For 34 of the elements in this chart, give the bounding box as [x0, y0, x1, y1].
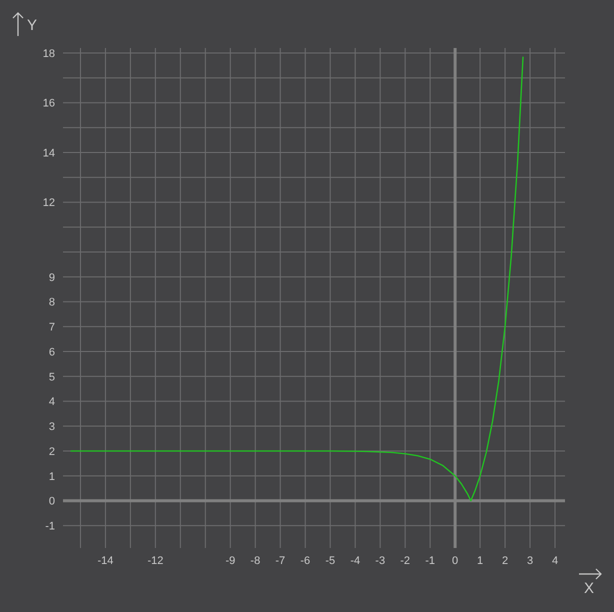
- y-tick-label: 18: [42, 48, 55, 60]
- x-tick-label: -6: [300, 554, 310, 567]
- y-tick-label: 4: [48, 396, 55, 408]
- y-tick-label: 3: [48, 421, 55, 434]
- x-tick-label: -1: [425, 554, 436, 567]
- x-tick-label: -5: [325, 554, 336, 567]
- x-tick-label: 2: [502, 554, 508, 567]
- y-tick-label: 14: [42, 147, 55, 160]
- x-tick-label: -4: [350, 554, 360, 567]
- x-tick-label: -8: [250, 554, 260, 567]
- y-tick-label: 0: [48, 496, 55, 508]
- x-axis-title: X: [584, 580, 594, 597]
- y-tick-label: 8: [48, 296, 55, 309]
- x-tick-label: -9: [225, 554, 236, 567]
- x-tick-label: 1: [477, 554, 484, 567]
- y-tick-label: 16: [42, 98, 55, 110]
- y-tick-label: 5: [48, 371, 55, 384]
- x-tick-label: 3: [526, 554, 534, 567]
- y-tick-label: 9: [48, 272, 55, 284]
- x-tick-label: -12: [147, 554, 164, 567]
- y-tick-label: 7: [48, 322, 55, 334]
- y-tick-label: -1: [45, 520, 55, 533]
- x-tick-label: 4: [552, 554, 558, 567]
- y-tick-label: 12: [42, 197, 55, 210]
- x-tick-label: -14: [98, 554, 114, 567]
- y-axis-title: Y: [27, 17, 38, 34]
- line-series: [70, 56, 524, 502]
- y-tick-label: 1: [48, 470, 55, 483]
- x-tick-label: -2: [400, 554, 410, 567]
- x-tick-label: 0: [452, 554, 458, 567]
- y-tick-label: 2: [48, 446, 55, 458]
- x-tick-label: -3: [375, 554, 386, 567]
- y-tick-label: 6: [48, 346, 55, 358]
- x-tick-label: -7: [275, 554, 286, 567]
